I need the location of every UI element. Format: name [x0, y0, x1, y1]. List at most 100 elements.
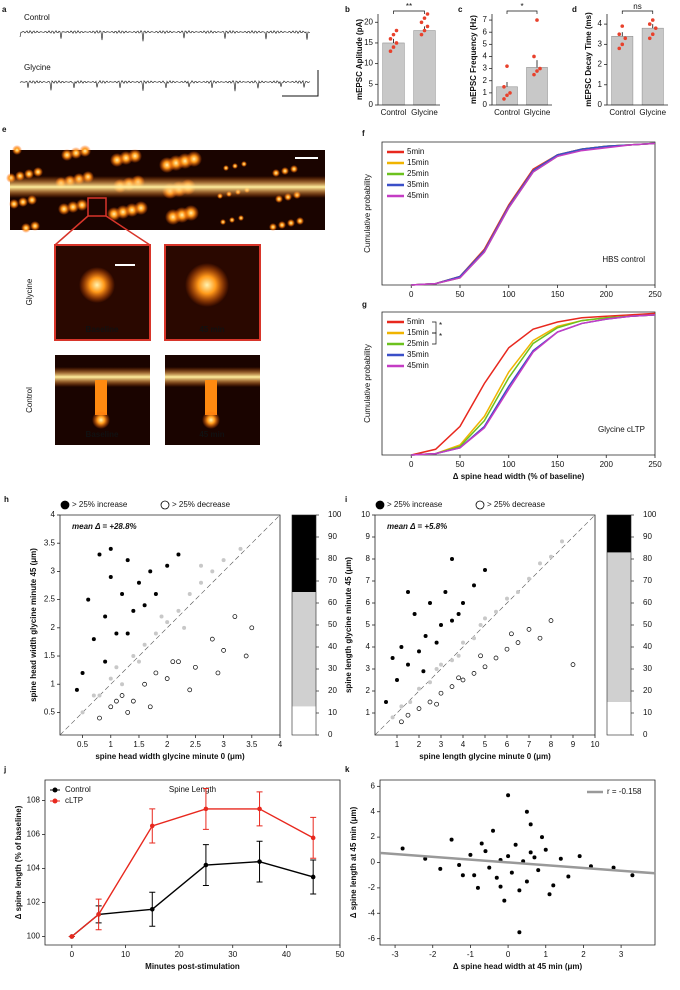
trend-line — [379, 851, 656, 875]
legend-label: > 25% increase — [387, 500, 443, 509]
y-tick-label: 9 — [366, 532, 371, 541]
x-tick-label: 250 — [648, 460, 662, 469]
data-point — [108, 704, 114, 710]
data-point — [456, 675, 461, 681]
significance-label: * — [520, 2, 523, 11]
data-point — [460, 873, 465, 878]
data-point — [509, 870, 514, 875]
x-tick-label: 2 — [417, 740, 422, 749]
frame — [54, 244, 151, 341]
data-point — [406, 590, 410, 594]
y-tick-label: -6 — [368, 934, 376, 943]
x-tick-label: 2.5 — [190, 740, 202, 749]
y-tick-label: 1 — [366, 708, 371, 717]
frame — [164, 244, 261, 341]
legend-label: 5min — [407, 147, 424, 156]
y-tick-label: 70 — [643, 576, 652, 585]
y-tick-label: 30 — [643, 664, 652, 673]
spine — [21, 223, 31, 233]
data-point — [517, 888, 522, 893]
spine — [134, 201, 148, 215]
data-point — [199, 563, 204, 568]
data-point — [532, 855, 537, 860]
y-tick-label: 6 — [366, 598, 371, 607]
y-tick-label: 90 — [328, 532, 337, 541]
spine — [67, 201, 79, 213]
data-point — [417, 686, 421, 691]
legend-label: > 25% decrease — [172, 500, 231, 509]
data-point — [650, 32, 655, 37]
x-tick-label: 100 — [502, 290, 516, 299]
y-tick-label: 104 — [27, 864, 41, 873]
spine — [241, 161, 247, 167]
data-point — [617, 32, 622, 37]
data-point — [120, 682, 125, 687]
panel-letter: j — [3, 765, 6, 774]
data-point — [494, 609, 498, 614]
data-point — [482, 664, 488, 670]
x-axis-label: spine length glycine minute 0 (μm) — [419, 752, 551, 761]
data-point — [80, 710, 85, 715]
legend-label: 35min — [407, 180, 429, 189]
fraction-segment — [607, 552, 631, 702]
data-point — [416, 706, 422, 711]
data-point — [153, 591, 158, 596]
fraction-segment — [607, 702, 631, 735]
spine — [18, 197, 28, 207]
y-tick-label: 4 — [598, 19, 603, 28]
data-point — [577, 854, 582, 859]
data-point — [97, 693, 102, 698]
data-point — [120, 591, 125, 596]
panel-letter: i — [345, 495, 347, 504]
y-axis-label: spine head width glycine minute 45 (μm) — [29, 548, 38, 702]
spine — [70, 147, 82, 159]
legend-label: 45min — [407, 361, 429, 370]
data-point — [164, 676, 170, 681]
data-point — [434, 701, 439, 707]
x-axis-label: spine head width glycine minute 0 (μm) — [95, 752, 245, 761]
data-point — [428, 680, 432, 685]
x-tick-label: -3 — [392, 950, 400, 959]
caption: 45 min — [199, 430, 224, 439]
spine — [229, 217, 235, 223]
legend-label: cLTP — [65, 796, 83, 805]
y-tick-label: 2 — [371, 832, 376, 841]
data-point — [394, 41, 399, 45]
data-point — [310, 835, 316, 841]
y-tick-label: 20 — [364, 17, 373, 26]
data-point — [516, 590, 520, 594]
data-point — [457, 863, 462, 868]
data-point — [527, 576, 531, 581]
bar — [526, 67, 548, 106]
data-point — [176, 608, 181, 613]
dendrite — [10, 176, 325, 198]
x-tick-label: 200 — [600, 460, 614, 469]
x-tick-label: 0.5 — [77, 740, 89, 749]
data-point — [483, 568, 487, 572]
significance-label: * — [439, 332, 442, 341]
identity-line — [374, 514, 596, 736]
x-tick-label: 7 — [527, 740, 532, 749]
data-point — [537, 635, 543, 641]
data-point — [517, 930, 522, 935]
data-point — [475, 885, 480, 890]
y-tick-label: 2 — [598, 60, 603, 69]
data-point — [419, 20, 424, 25]
data-point — [539, 835, 544, 840]
data-point — [532, 54, 536, 59]
y-tick-label: 102 — [27, 898, 41, 907]
data-point — [620, 24, 625, 28]
y-tick-label: 10 — [643, 708, 652, 717]
data-point — [528, 850, 533, 855]
panel-letter: h — [4, 495, 9, 504]
legend-marker — [160, 500, 170, 510]
row-label: Glycine — [25, 278, 34, 305]
data-point — [406, 662, 410, 667]
data-point — [400, 846, 405, 851]
data-point — [549, 554, 553, 559]
annotation: HBS control — [602, 255, 645, 264]
y-tick-label: 5 — [369, 79, 374, 88]
legend-label: > 25% decrease — [487, 500, 546, 509]
y-tick-label: 20 — [643, 686, 652, 695]
data-point — [384, 700, 388, 704]
